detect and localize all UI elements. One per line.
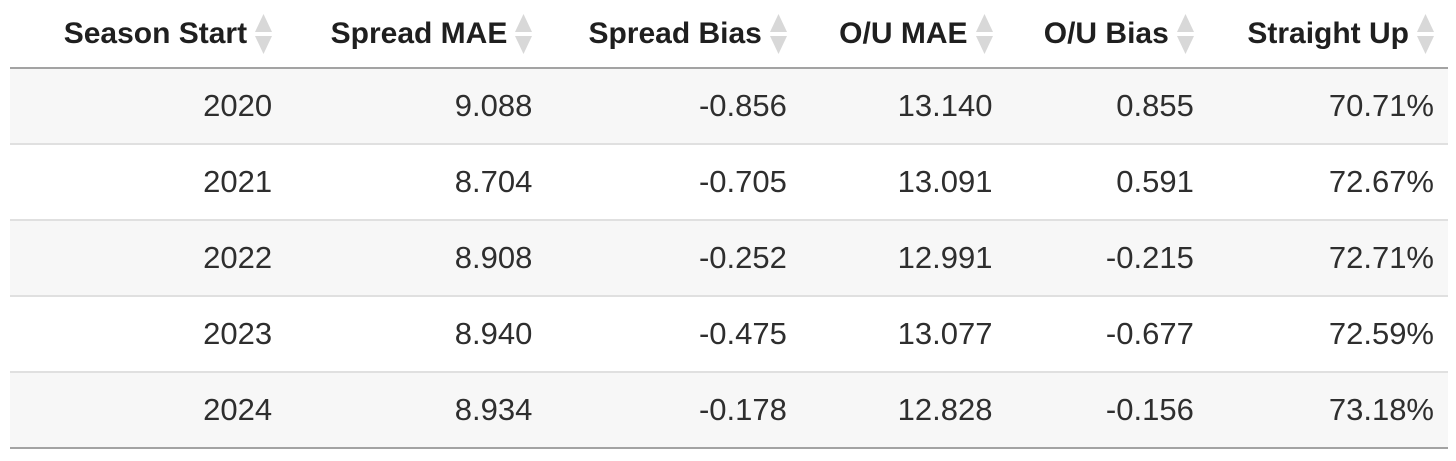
cell-spread-mae: 8.940 [286,296,547,373]
cell-spread-mae: 8.908 [286,220,547,297]
cell-straight-up: 72.71% [1207,220,1448,297]
cell-ou-bias: -0.677 [1006,296,1208,373]
cell-ou-mae: 13.077 [800,296,1007,373]
cell-straight-up: 72.67% [1207,144,1448,221]
cell-spread-bias: -0.856 [546,68,801,145]
cell-spread-mae: 9.088 [286,68,547,145]
cell-spread-bias: -0.705 [546,144,801,221]
column-header-label: Season Start [63,16,248,50]
header-row: Season Start Spread MAE Spread Bias [10,0,1448,69]
cell-straight-up: 72.59% [1207,296,1448,373]
column-header-label: O/U MAE [839,16,968,50]
table-row: 2024 8.934 -0.178 12.828 -0.156 73.18% [10,372,1448,449]
cell-season-start: 2024 [10,372,287,449]
cell-spread-bias: -0.475 [546,296,801,373]
cell-spread-mae: 8.704 [286,144,547,221]
cell-straight-up: 70.71% [1207,68,1448,145]
cell-season-start: 2023 [10,296,287,373]
cell-ou-mae: 13.140 [800,68,1007,145]
cell-season-start: 2022 [10,220,287,297]
cell-ou-bias: -0.156 [1006,372,1208,449]
table-row: 2023 8.940 -0.475 13.077 -0.677 72.59% [10,296,1448,373]
sort-arrows-icon [1417,13,1434,54]
column-header-label: Spread Bias [588,16,762,50]
sort-arrows-icon [975,13,993,54]
table-row: 2021 8.704 -0.705 13.091 0.591 72.67% [10,144,1448,221]
sort-arrows-icon [255,13,273,54]
column-header-ou-mae[interactable]: O/U MAE [800,0,1007,69]
season-stats-table: Season Start Spread MAE Spread Bias [10,0,1448,449]
column-header-spread-mae[interactable]: Spread MAE [286,0,547,69]
column-header-season-start[interactable]: Season Start [10,0,287,69]
sort-arrows-icon [515,13,533,54]
column-header-label: Spread MAE [330,16,508,50]
sort-arrows-icon [769,13,787,54]
cell-ou-mae: 12.828 [800,372,1007,449]
cell-ou-bias: 0.591 [1006,144,1208,221]
cell-spread-bias: -0.178 [546,372,801,449]
sort-arrows-icon [1176,13,1194,54]
column-header-label: O/U Bias [1043,16,1169,50]
column-header-spread-bias[interactable]: Spread Bias [546,0,801,69]
column-header-ou-bias[interactable]: O/U Bias [1006,0,1208,69]
table-row: 2022 8.908 -0.252 12.991 -0.215 72.71% [10,220,1448,297]
table-row: 2020 9.088 -0.856 13.140 0.855 70.71% [10,68,1448,145]
column-header-label: Straight Up [1247,16,1409,50]
cell-season-start: 2020 [10,68,287,145]
cell-season-start: 2021 [10,144,287,221]
cell-spread-mae: 8.934 [286,372,547,449]
column-header-straight-up[interactable]: Straight Up [1207,0,1448,69]
cell-spread-bias: -0.252 [546,220,801,297]
cell-ou-bias: -0.215 [1006,220,1208,297]
cell-straight-up: 73.18% [1207,372,1448,449]
cell-ou-bias: 0.855 [1006,68,1208,145]
cell-ou-mae: 12.991 [800,220,1007,297]
cell-ou-mae: 13.091 [800,144,1007,221]
